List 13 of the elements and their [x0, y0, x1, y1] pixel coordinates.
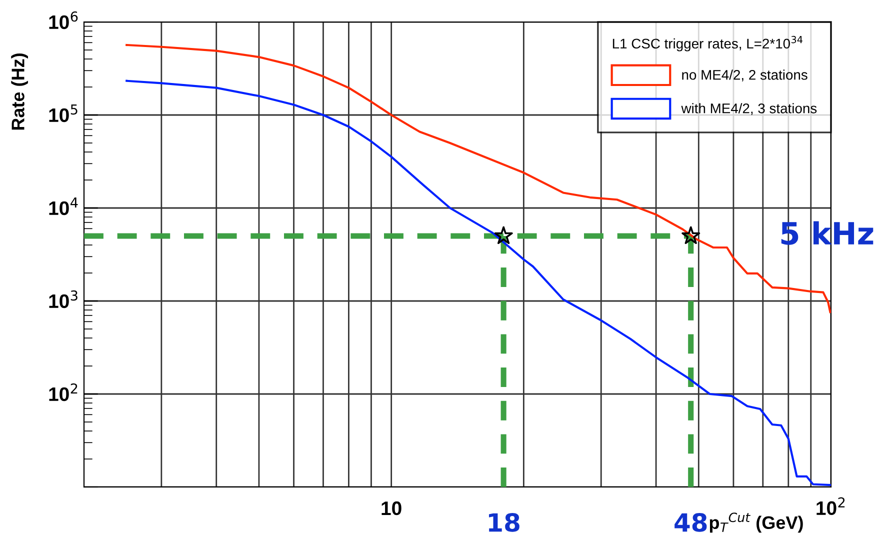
ref-line-label: 18 [488, 513, 520, 532]
y-axis-title: Rate (Hz) [11, 54, 28, 130]
legend-title: L1 CSC trigger rates, L=2*10$^{34}$ [612, 36, 802, 52]
legend-label: with ME4/2, 3 stations [681, 103, 817, 115]
y-tick-label: 10$^{2}$ [49, 383, 78, 402]
y-tick-label: 10$^{5}$ [49, 104, 78, 122]
legend-label: no ME4/2, 2 stations [682, 70, 808, 82]
x-axis-title: p$_{T}$$^{Cut}$ (GeV) [710, 512, 803, 533]
y-tick-label: 10$^{4}$ [49, 198, 78, 216]
ref-line-label: 48 [674, 513, 707, 532]
y-tick-label: 10$^{6}$ [49, 11, 78, 30]
x-tick-label: 10 [382, 501, 402, 516]
y-tick-label: 10$^{3}$ [49, 290, 78, 308]
